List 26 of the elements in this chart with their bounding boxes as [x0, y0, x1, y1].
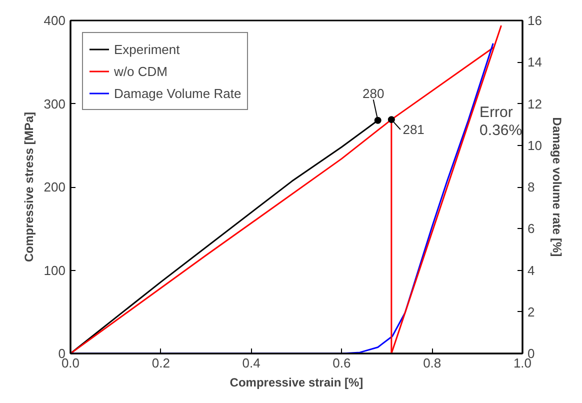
y2-tick-label: 6 — [528, 221, 535, 236]
y2-tick-label: 2 — [528, 304, 535, 320]
x-tick-label: 0.6 — [332, 356, 351, 370]
y2-tick-label: 4 — [528, 262, 535, 278]
annotation: 281 — [402, 122, 424, 138]
annotation: Error — [480, 104, 513, 121]
legend-label: Experiment — [114, 42, 180, 56]
y2-tick-label: 10 — [528, 138, 542, 153]
y-tick-label: 300 — [44, 96, 66, 112]
legend-label: Damage Volume Rate — [114, 86, 242, 100]
annotation: 280 — [362, 86, 384, 101]
x-axis-title: Compressive strain [%] — [230, 376, 364, 390]
y2-tick-label: 16 — [528, 13, 542, 28]
y-tick-label: 400 — [44, 13, 66, 28]
y2-axis-title: Damage volume rate [%] — [550, 117, 564, 257]
annotation: 0.36% — [480, 122, 522, 140]
y-tick-label: 200 — [44, 180, 66, 194]
x-tick-label: 0.2 — [152, 356, 170, 370]
y2-tick-label: 12 — [528, 96, 542, 112]
y2-tick-label: 8 — [528, 180, 535, 194]
legend-label: w/o CDM — [114, 64, 168, 78]
y-tick-label: 100 — [44, 262, 66, 278]
y-axis-title: Compressive stress [MPa] — [22, 112, 36, 262]
x-tick-label: 0.8 — [423, 356, 442, 370]
x-tick-label: 0.4 — [242, 356, 260, 370]
y2-tick-label: 14 — [528, 54, 542, 70]
